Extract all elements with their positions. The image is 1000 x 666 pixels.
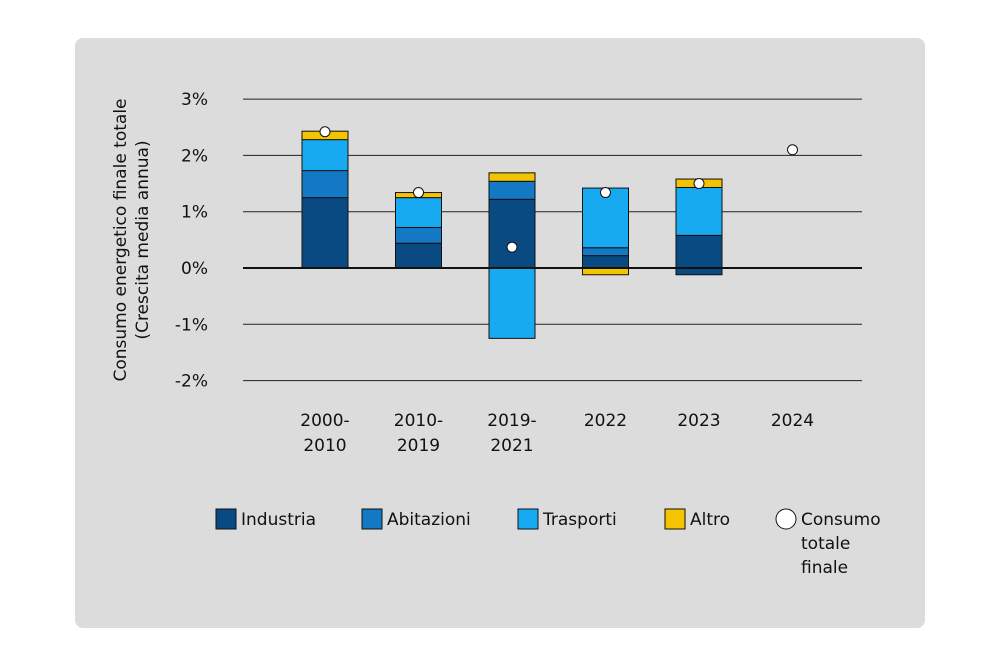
y-tick-label: 0% (181, 259, 208, 279)
total-consumption-dot (600, 187, 611, 199)
bar-segment-abitazioni (488, 180, 536, 200)
y-tick-label: 1% (181, 203, 208, 223)
x-tick-label: 2000- (300, 411, 349, 431)
x-tick-label: 2010- (394, 411, 443, 431)
y-tick-label: 2% (181, 146, 208, 166)
legend: Industria Abitazioni Trasporti Altro Consumo… (215, 508, 881, 578)
bar-segment-trasporti (488, 267, 536, 339)
x-tick-label: 2019- (487, 411, 536, 431)
total-consumption-dot (506, 241, 518, 253)
total-consumption-dot (413, 187, 424, 199)
x-tick-label: 2024 (771, 411, 814, 431)
bar-segment-industria (582, 255, 629, 269)
legend-label: Industria (241, 510, 316, 530)
bar-segment-trasporti (675, 186, 723, 236)
y-tick-label: -1% (175, 315, 208, 335)
bar-layer (301, 130, 723, 339)
x-tick-label: 2019 (397, 436, 440, 456)
x-tick-label: 2023 (677, 411, 720, 431)
total-consumption-markers (319, 126, 798, 253)
bar-segment-abitazioni (582, 247, 629, 257)
y-axis-title: Consumo energetico finale totale (111, 98, 131, 381)
bar-segment-industria (301, 197, 349, 269)
bar-segment-altro (488, 172, 536, 182)
label-layer: 3% 2% 1% 0% -1% -2% 2000- 2010 2010- 2019 2019- 202… (111, 90, 814, 456)
x-tick-label: 2022 (584, 411, 627, 431)
total-consumption-dot (787, 144, 798, 156)
bar-segment-altro (582, 267, 629, 276)
bar-segment-abitazioni (301, 170, 349, 199)
legend-swatch (361, 508, 383, 530)
legend-swatch (664, 508, 686, 530)
bar-segment-industria-negative (675, 267, 723, 276)
y-tick-label: -2% (175, 372, 208, 392)
x-tick-label: 2021 (490, 436, 533, 456)
total-consumption-dot (693, 178, 705, 190)
bar-segment-trasporti (301, 139, 349, 172)
bar-segment-industria (395, 242, 442, 269)
legend-label: Abitazioni (387, 510, 471, 530)
y-tick-label: 3% (181, 90, 208, 110)
bar-segment-abitazioni (395, 226, 442, 244)
bar-segment-trasporti (395, 197, 442, 228)
total-consumption-dot (319, 126, 331, 138)
legend-label: Consumo (801, 510, 881, 530)
legend-label: totale (801, 534, 850, 554)
x-tick-label: 2010 (303, 436, 346, 456)
legend-marker (775, 508, 797, 530)
legend-swatch (517, 508, 539, 530)
y-axis-title: (Crescita media annua) (133, 140, 153, 339)
legend-label: Altro (690, 510, 730, 530)
legend-swatch (215, 508, 237, 530)
bar-segment-industria (488, 198, 536, 269)
legend-label: Trasporti (542, 510, 617, 530)
legend-label: finale (801, 558, 848, 578)
bar-segment-industria (675, 234, 723, 269)
